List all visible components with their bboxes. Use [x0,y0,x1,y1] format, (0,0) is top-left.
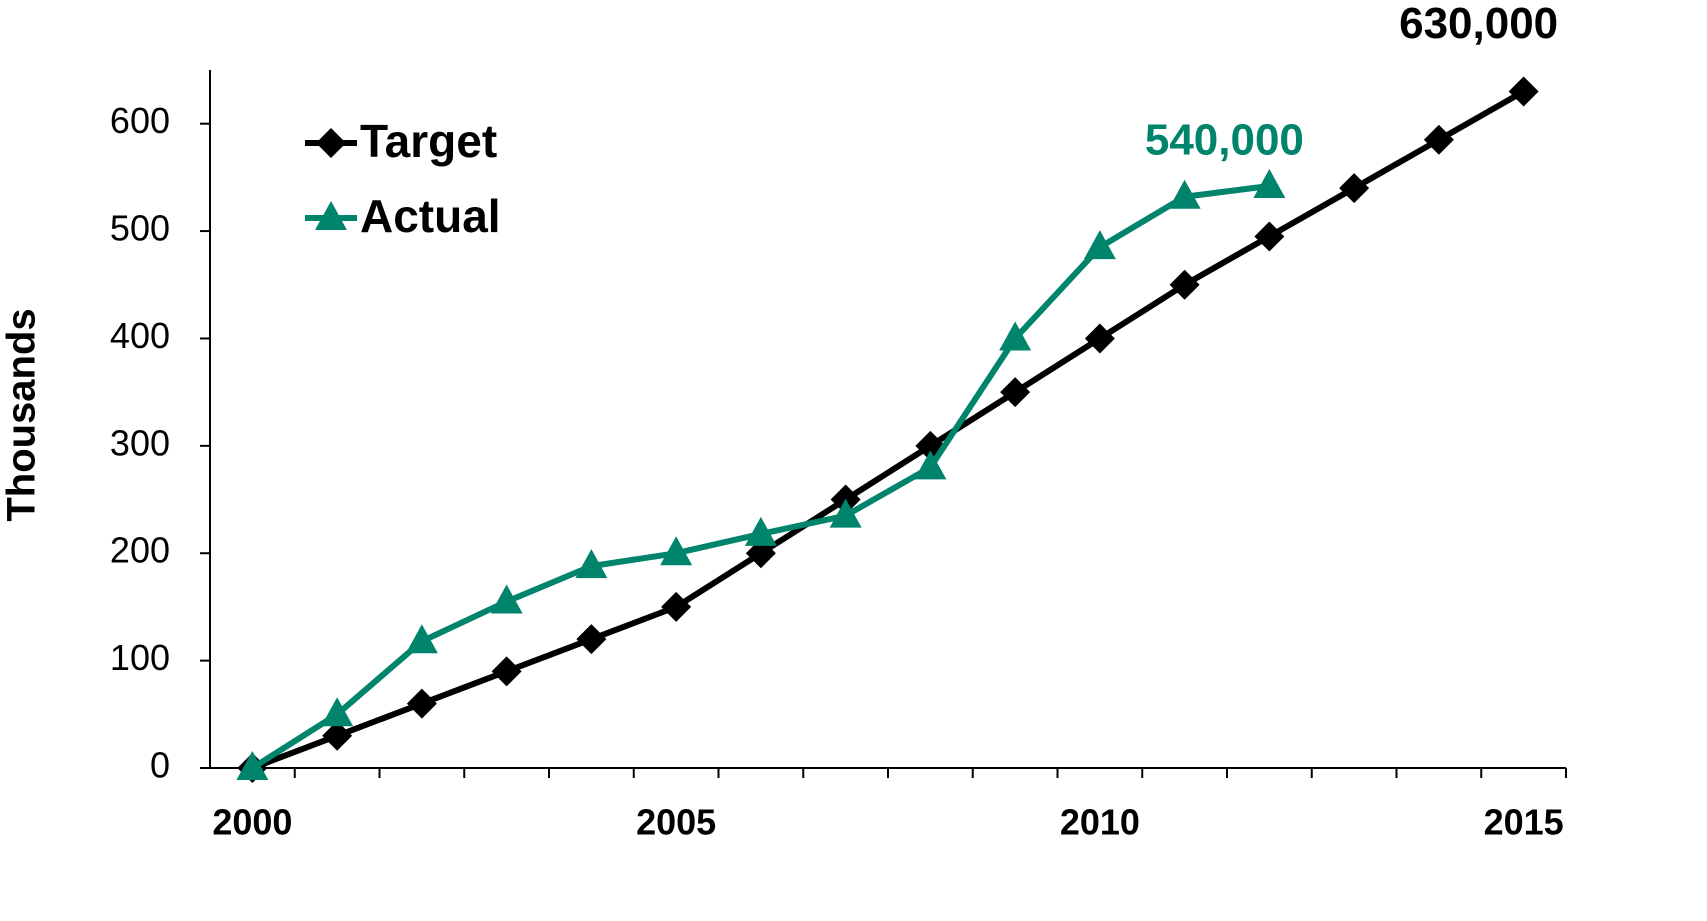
y-tick-label: 100 [110,637,170,678]
point-marker [1253,168,1286,198]
point-marker [661,591,692,622]
x-tick-label: 2010 [1060,802,1140,843]
point-marker [1254,221,1285,252]
point-marker [1000,377,1031,408]
point-marker [1423,124,1454,155]
y-tick-label: 600 [110,100,170,141]
point-marker [491,656,522,687]
point-marker [1339,173,1370,204]
point-marker [236,751,269,780]
data-label: 540,000 [1145,116,1304,165]
y-tick-label: 200 [110,530,170,571]
x-tick-label: 2000 [212,802,292,843]
legend-marker [315,201,347,230]
point-marker [744,516,777,546]
series-line [250,182,1270,771]
legend-label: Target [360,115,497,167]
point-marker [829,498,862,528]
point-marker [576,624,607,655]
legend-marker [316,128,346,158]
point-marker [322,720,353,751]
data-label: 630,000 [1399,0,1558,48]
point-marker [406,688,437,719]
y-tick-label: 300 [110,422,170,463]
point-marker [575,549,608,579]
point-marker [1083,230,1116,260]
series-line [251,88,1526,771]
y-tick-label: 500 [110,208,170,249]
point-marker [1084,323,1115,354]
point-marker [1168,179,1201,209]
x-tick-label: 2015 [1484,802,1564,843]
y-tick-label: 0 [150,745,170,786]
point-marker [914,450,947,480]
legend-label: Actual [360,190,501,242]
point-marker [1169,269,1200,300]
y-tick-label: 400 [110,315,170,356]
point-marker [405,624,438,654]
y-axis-label: Thousands [0,308,44,521]
x-tick-label: 2005 [636,802,716,843]
point-marker [321,697,354,727]
point-marker [1508,76,1539,107]
point-marker [660,536,693,566]
point-marker [490,584,523,614]
point-marker [999,321,1032,351]
